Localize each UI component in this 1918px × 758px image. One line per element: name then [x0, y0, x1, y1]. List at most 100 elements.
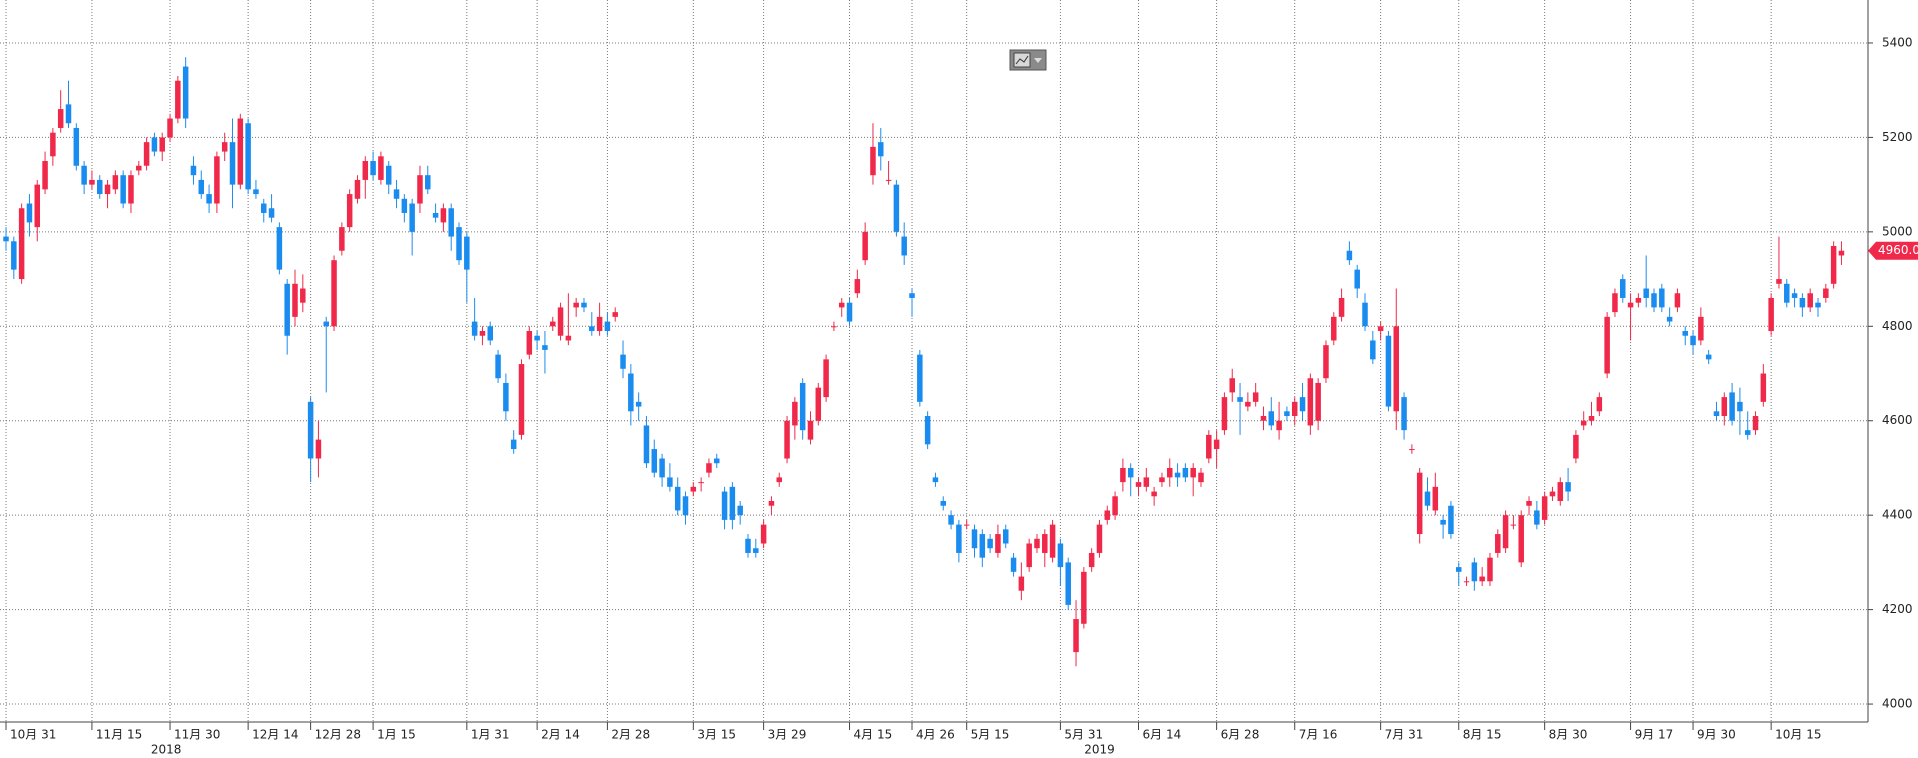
candle-body — [354, 179, 361, 199]
candle-body — [1612, 293, 1618, 313]
candle-body — [1010, 557, 1017, 572]
candle-body — [229, 142, 236, 185]
candle-body — [1823, 288, 1829, 298]
candle-body — [1252, 392, 1259, 402]
candle-body — [1651, 293, 1657, 308]
candle-body — [1432, 486, 1439, 511]
candle-body — [1198, 472, 1204, 483]
candle-body — [112, 175, 119, 190]
x-tick-label: 12月 28 — [315, 728, 361, 742]
candle-body — [65, 104, 72, 124]
candle-body — [893, 184, 900, 232]
candle-body — [612, 312, 618, 317]
candle-body — [1463, 581, 1470, 583]
candle-body — [456, 227, 462, 261]
candle-body — [1424, 491, 1431, 506]
y-tick-label: 4400 — [1882, 508, 1913, 522]
last-price-marker — [1868, 241, 1918, 260]
candle-body — [268, 208, 275, 218]
candle-body — [143, 142, 150, 166]
candle-body — [1081, 571, 1087, 624]
candle-body — [190, 165, 197, 176]
candle-body — [1596, 397, 1603, 412]
candle-body — [1213, 439, 1220, 450]
x-tick-label: 3月 29 — [768, 728, 807, 742]
candle-body — [1331, 316, 1337, 341]
candle-body — [1338, 297, 1345, 317]
candle-body — [1674, 293, 1681, 308]
candle-body — [1682, 331, 1688, 336]
candle-body — [823, 359, 829, 398]
candle-body — [620, 354, 626, 369]
candle-body — [1315, 382, 1321, 421]
candle-body — [1245, 401, 1251, 407]
candle-body — [479, 331, 486, 336]
candle-body — [1049, 524, 1056, 558]
candle-body — [885, 179, 892, 181]
candle-body — [1307, 378, 1314, 426]
candle-body — [1799, 297, 1806, 308]
candle-body — [284, 283, 290, 336]
candle-body — [159, 137, 165, 152]
candle-body — [401, 198, 408, 213]
candle-body — [307, 401, 314, 459]
candle-body — [1705, 354, 1712, 360]
candle-body — [1549, 491, 1556, 497]
candle-body — [1830, 246, 1837, 284]
candle-body — [924, 416, 931, 445]
candle-body — [1104, 510, 1111, 520]
candle-body — [393, 189, 400, 199]
candle-body — [589, 326, 595, 332]
x-tick-label: 8月 30 — [1549, 728, 1588, 742]
candle-body — [128, 175, 134, 204]
x-tick-label: 10月 15 — [1775, 728, 1821, 742]
candle-body — [362, 161, 369, 180]
candle-body — [276, 227, 283, 270]
candle-body — [948, 515, 954, 525]
candle-body — [57, 109, 64, 128]
candle-body — [1744, 430, 1751, 435]
candle-body — [1510, 524, 1517, 526]
candle-body — [838, 302, 845, 308]
candle-body — [1159, 477, 1165, 483]
candle-body — [745, 538, 751, 553]
candle-body — [136, 165, 142, 171]
candle-body — [1299, 397, 1306, 412]
candle-body — [1002, 529, 1009, 544]
candle-body — [1698, 316, 1704, 341]
candle-body — [26, 203, 33, 223]
candle-body — [1534, 510, 1540, 525]
candle-body — [432, 212, 439, 218]
candle-body — [1838, 250, 1845, 256]
grid — [0, 0, 1868, 722]
x-tick-label: 2月 14 — [541, 728, 580, 742]
candle-body — [1487, 557, 1493, 582]
candle-body — [909, 293, 915, 298]
candle-body — [776, 477, 782, 483]
chart-options-button[interactable] — [1009, 49, 1047, 71]
y-tick-label: 5000 — [1882, 224, 1913, 238]
y-tick-label: 4800 — [1882, 319, 1913, 333]
candle-body — [1167, 467, 1173, 478]
candle-body — [89, 179, 95, 185]
candle-body — [221, 142, 228, 152]
candle-body — [1440, 519, 1446, 525]
candle-body — [1666, 316, 1673, 322]
candle-body — [706, 463, 712, 473]
candle-body — [1096, 524, 1103, 553]
candle-body — [175, 80, 181, 119]
candle-body — [682, 496, 689, 516]
candle-body — [1807, 293, 1813, 308]
candle-body — [714, 458, 720, 464]
x-tick-label: 4月 26 — [916, 728, 955, 742]
candle-body — [581, 302, 587, 308]
x-tick-label: 8月 15 — [1463, 728, 1502, 742]
candle-body — [1635, 297, 1642, 303]
x-tick-label: 6月 28 — [1221, 728, 1260, 742]
candle-body — [1120, 467, 1126, 483]
candle-body — [1370, 340, 1376, 360]
candle-body — [1455, 567, 1462, 572]
x-tick-label: 2月 28 — [611, 728, 650, 742]
